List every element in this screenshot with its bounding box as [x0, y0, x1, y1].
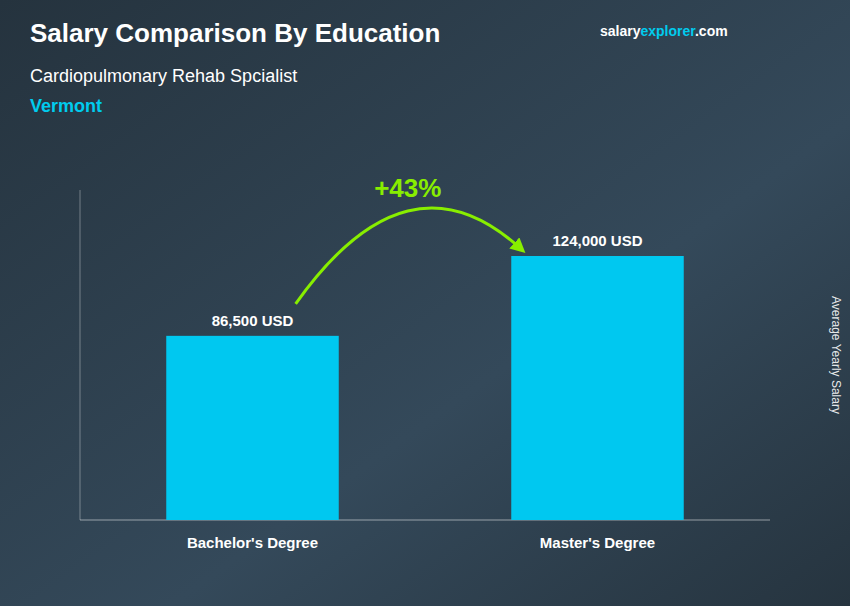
site-name: salaryexplorer.com — [600, 23, 728, 39]
bar — [511, 256, 684, 520]
bars — [166, 256, 684, 520]
y-axis-label: Average Yearly Salary — [829, 296, 843, 414]
category-label: Bachelor's Degree — [187, 534, 318, 551]
change-arrow — [296, 208, 520, 304]
data-label: 124,000 USD — [552, 232, 642, 249]
site-part: .com — [695, 23, 728, 39]
bar — [166, 336, 339, 520]
category-label: Master's Degree — [540, 534, 655, 551]
title: Salary Comparison By Education — [30, 18, 440, 48]
site-part: explorer — [640, 23, 696, 39]
subtitle: Cardiopulmonary Rehab Spcialist — [30, 66, 297, 86]
background — [0, 0, 850, 606]
site-part: salary — [600, 23, 641, 39]
location: Vermont — [30, 96, 102, 116]
y-axis-line — [80, 190, 81, 520]
data-label: 86,500 USD — [212, 312, 294, 329]
percent-change: +43% — [374, 173, 441, 203]
